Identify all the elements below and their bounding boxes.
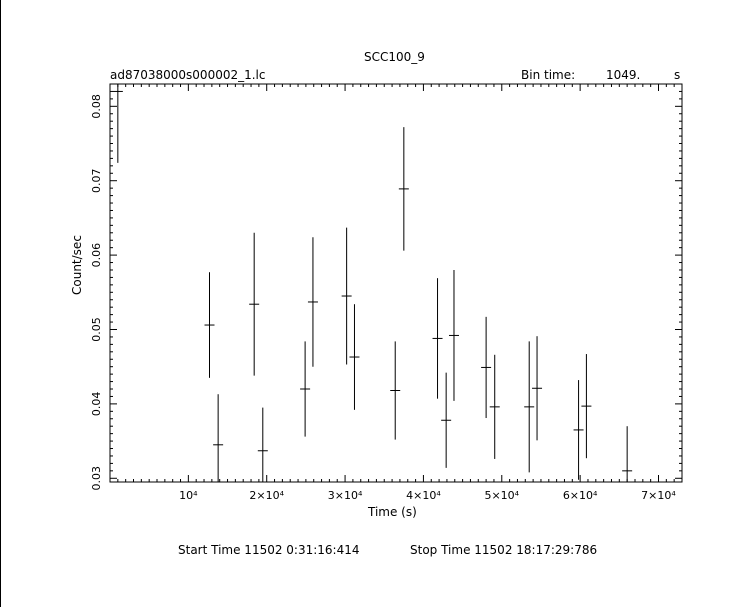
y-tick-label: 0.05	[90, 317, 103, 342]
plot-frame	[109, 83, 683, 483]
bin-time-value: 1049.	[606, 68, 641, 82]
bin-time-label: Bin time:	[521, 68, 576, 82]
x-tick-label: 4×10⁴	[406, 489, 441, 502]
x-tick-label: 3×10⁴	[328, 489, 363, 502]
chart-title: SCC100_9	[364, 50, 425, 64]
stop-time-text: Stop Time 11502 18:17:29:786	[410, 543, 598, 557]
y-tick-label: 0.03	[90, 466, 103, 491]
y-tick-label: 0.08	[90, 94, 103, 119]
bin-time-unit: s	[674, 68, 681, 82]
x-tick-label: 10⁴	[179, 489, 198, 502]
x-tick-label: 2×10⁴	[249, 489, 284, 502]
y-tick-label: 0.06	[90, 243, 103, 267]
x-axis-label: Time (s)	[368, 505, 417, 519]
x-tick-label: 6×10⁴	[563, 489, 598, 502]
x-tick-label: 7×10⁴	[641, 489, 676, 502]
window-left-border	[0, 0, 1, 607]
start-time-text: Start Time 11502 0:31:16:414	[178, 543, 360, 557]
x-tick-label: 5×10⁴	[484, 489, 519, 502]
file-label: ad87038000s000002_1.lc	[110, 68, 266, 82]
y-tick-label: 0.07	[90, 168, 103, 193]
y-tick-label: 0.04	[90, 392, 103, 417]
